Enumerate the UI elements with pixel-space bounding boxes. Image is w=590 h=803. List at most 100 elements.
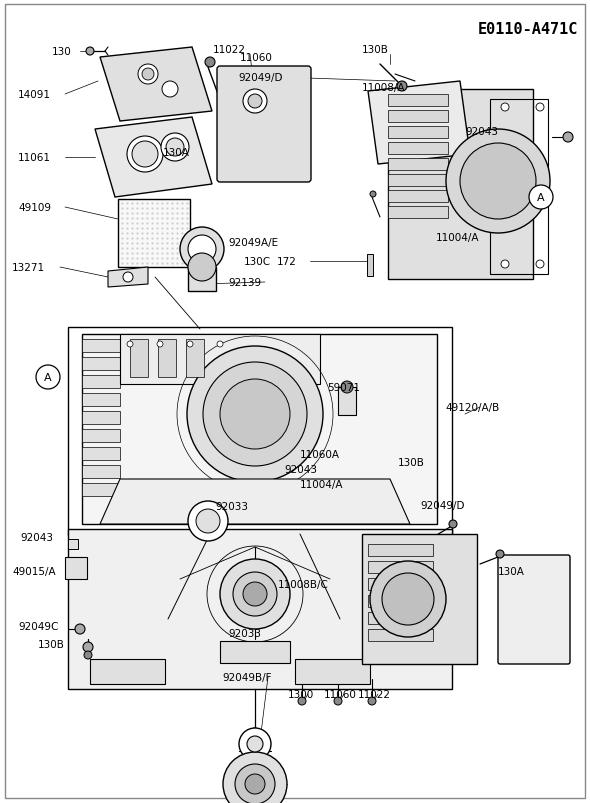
Bar xyxy=(388,90,533,279)
Bar xyxy=(362,534,477,664)
Polygon shape xyxy=(68,529,452,689)
Circle shape xyxy=(187,341,193,348)
Text: 92049/D: 92049/D xyxy=(420,500,464,511)
Circle shape xyxy=(233,573,277,616)
Circle shape xyxy=(187,347,323,483)
Circle shape xyxy=(166,139,184,157)
Circle shape xyxy=(142,69,154,81)
Circle shape xyxy=(161,134,189,161)
Circle shape xyxy=(157,341,163,348)
Circle shape xyxy=(235,764,275,803)
Text: 49015/A: 49015/A xyxy=(12,566,55,577)
Text: 130: 130 xyxy=(52,47,72,57)
Circle shape xyxy=(188,254,216,282)
Bar xyxy=(82,376,120,389)
FancyBboxPatch shape xyxy=(498,556,570,664)
Text: 11061: 11061 xyxy=(18,153,51,163)
Text: 11008B/C: 11008B/C xyxy=(278,579,329,589)
Circle shape xyxy=(382,573,434,626)
Circle shape xyxy=(501,261,509,269)
Bar xyxy=(82,357,120,370)
Text: 59071: 59071 xyxy=(327,382,360,393)
Circle shape xyxy=(36,365,60,389)
Bar xyxy=(82,411,120,425)
Circle shape xyxy=(334,697,342,705)
Text: 92139: 92139 xyxy=(228,278,261,287)
Circle shape xyxy=(248,95,262,109)
Text: 11060: 11060 xyxy=(240,53,273,63)
Text: 92049C: 92049C xyxy=(18,622,58,631)
Bar xyxy=(82,335,437,524)
Text: E0110-A471C: E0110-A471C xyxy=(478,22,578,37)
Circle shape xyxy=(127,137,163,173)
Bar xyxy=(82,466,120,479)
Bar xyxy=(388,175,448,187)
Bar xyxy=(388,143,448,155)
Circle shape xyxy=(563,132,573,143)
Bar xyxy=(368,544,433,556)
Text: 92049B/F: 92049B/F xyxy=(222,672,271,683)
Circle shape xyxy=(188,236,216,263)
Bar xyxy=(90,659,165,684)
Circle shape xyxy=(247,736,263,752)
Circle shape xyxy=(223,752,287,803)
Circle shape xyxy=(243,90,267,114)
Polygon shape xyxy=(108,267,148,287)
Circle shape xyxy=(446,130,550,234)
Circle shape xyxy=(460,144,536,220)
Circle shape xyxy=(251,728,259,736)
Bar xyxy=(130,340,148,377)
Text: Parts.: Parts. xyxy=(251,390,316,413)
Bar xyxy=(220,642,290,663)
Circle shape xyxy=(138,65,158,85)
Bar xyxy=(158,340,176,377)
Circle shape xyxy=(368,697,376,705)
Text: 130B: 130B xyxy=(398,458,425,467)
Bar xyxy=(368,595,433,607)
Bar xyxy=(388,206,448,218)
Bar xyxy=(120,335,320,385)
Bar xyxy=(338,388,356,415)
Circle shape xyxy=(162,82,178,98)
Text: 11004/A: 11004/A xyxy=(436,233,480,243)
Text: 49120/A/B: 49120/A/B xyxy=(445,402,499,413)
Text: 14091: 14091 xyxy=(18,90,51,100)
Bar xyxy=(388,127,448,139)
Circle shape xyxy=(341,381,353,393)
Text: 11022: 11022 xyxy=(358,689,391,699)
Circle shape xyxy=(220,560,290,630)
Text: 11004/A: 11004/A xyxy=(300,479,343,489)
Bar xyxy=(368,612,433,624)
Circle shape xyxy=(188,501,228,541)
Bar xyxy=(68,540,78,549)
Bar xyxy=(368,630,433,642)
Bar xyxy=(82,447,120,460)
Circle shape xyxy=(370,192,376,198)
Bar xyxy=(188,267,216,291)
Text: 11060A: 11060A xyxy=(300,450,340,459)
Circle shape xyxy=(123,273,133,283)
Text: 172: 172 xyxy=(277,257,297,267)
Circle shape xyxy=(397,82,407,92)
Bar xyxy=(82,393,120,406)
Bar xyxy=(118,200,190,267)
Text: 92049A/E: 92049A/E xyxy=(228,238,278,247)
Circle shape xyxy=(220,380,290,450)
Circle shape xyxy=(239,728,271,760)
Bar xyxy=(295,659,370,684)
Bar xyxy=(65,557,87,579)
Text: 92043: 92043 xyxy=(284,464,317,475)
Text: 13271: 13271 xyxy=(12,263,45,273)
Polygon shape xyxy=(100,479,410,524)
Text: 92033: 92033 xyxy=(228,628,261,638)
Bar xyxy=(388,95,448,107)
Text: 130A: 130A xyxy=(163,148,190,158)
Text: A: A xyxy=(44,373,52,382)
Circle shape xyxy=(496,550,504,558)
Circle shape xyxy=(536,261,544,269)
Polygon shape xyxy=(95,118,212,198)
Text: 130B: 130B xyxy=(38,639,65,649)
Circle shape xyxy=(217,341,223,348)
Circle shape xyxy=(75,624,85,634)
Circle shape xyxy=(86,48,94,56)
